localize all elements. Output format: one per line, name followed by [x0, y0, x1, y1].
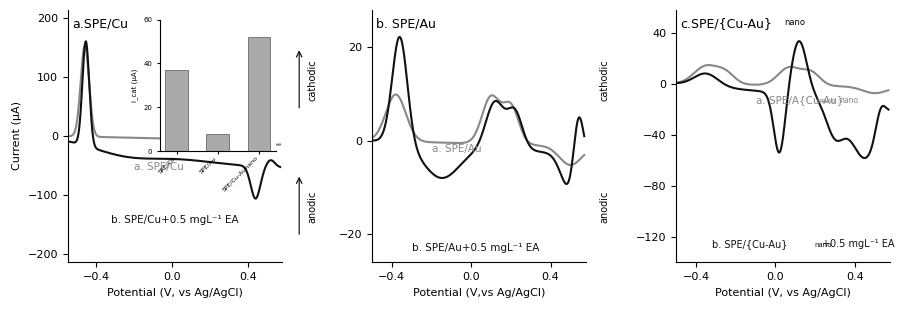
- Text: nano: nano: [817, 98, 834, 104]
- Text: b. SPE/Au+0.5 mgL⁻¹ EA: b. SPE/Au+0.5 mgL⁻¹ EA: [411, 243, 538, 252]
- Text: b. SPE/{Cu-Au}: b. SPE/{Cu-Au}: [712, 239, 787, 249]
- Text: nano: nano: [784, 18, 805, 27]
- Text: cathodic: cathodic: [599, 59, 609, 101]
- Text: nano: nano: [814, 242, 831, 248]
- Text: a. SPE/Cu: a. SPE/Cu: [134, 162, 184, 172]
- Text: b. SPE/Au: b. SPE/Au: [376, 17, 435, 30]
- X-axis label: Potential (V,vs Ag/AgCl): Potential (V,vs Ag/AgCl): [413, 287, 545, 298]
- Text: b. SPE/Cu+0.5 mgL⁻¹ EA: b. SPE/Cu+0.5 mgL⁻¹ EA: [111, 215, 238, 225]
- X-axis label: Potential (V, vs Ag/AgCl): Potential (V, vs Ag/AgCl): [714, 287, 851, 298]
- Text: cathodic: cathodic: [307, 59, 317, 101]
- X-axis label: Potential (V, vs Ag/AgCl): Potential (V, vs Ag/AgCl): [107, 287, 243, 298]
- Text: c.SPE/{Cu-Au}: c.SPE/{Cu-Au}: [680, 17, 771, 30]
- Text: anodic: anodic: [307, 190, 317, 223]
- Text: +0.5 mgL⁻¹ EA: +0.5 mgL⁻¹ EA: [821, 239, 893, 249]
- Y-axis label: Current (μA): Current (μA): [12, 101, 22, 170]
- Text: a. SPE/Au: a. SPE/Au: [431, 144, 480, 154]
- Text: a. SPE/A{Cu-Au}: a. SPE/A{Cu-Au}: [755, 95, 842, 105]
- Text: a.SPE/Cu: a.SPE/Cu: [72, 17, 128, 30]
- Text: nano: nano: [838, 96, 858, 105]
- Text: anodic: anodic: [599, 190, 609, 223]
